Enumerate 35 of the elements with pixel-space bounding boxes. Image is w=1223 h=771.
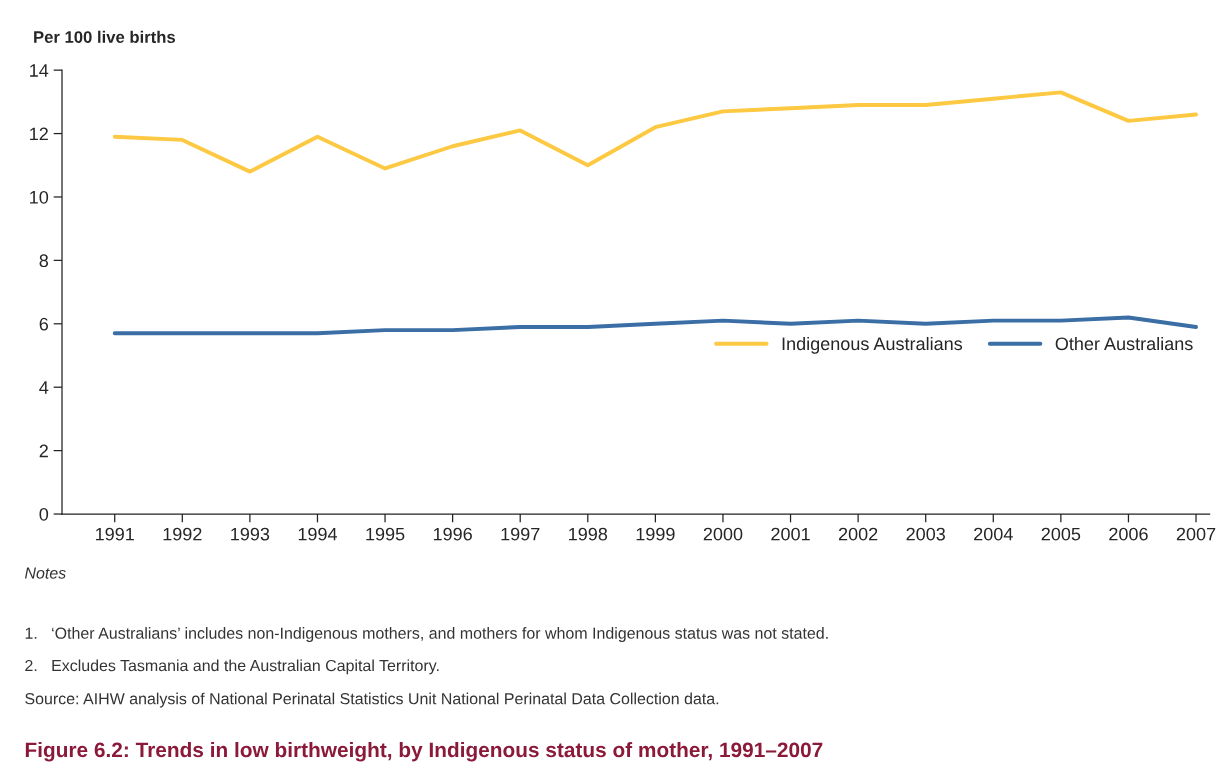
x-tick-label: 2000 [703, 527, 743, 541]
x-tick-label: 1996 [433, 527, 472, 541]
y-axis-title: Per 100 live births [34, 30, 176, 43]
x-tick-label: 1992 [163, 527, 202, 541]
x-tick-label: 1991 [96, 527, 134, 541]
x-tick-label: 2003 [906, 527, 945, 541]
source-note: Source: AIHW analysis of National Perinatal Statistics Unit National Perinatal Data Collection data. [25, 692, 719, 708]
text: 2. Excludes Tasmania and the Australian Capital Territory. [25, 659, 439, 675]
y-tick-label: 8 [39, 254, 49, 268]
x-tick-label: 2001 [771, 527, 810, 541]
x-tick-label: 1995 [366, 527, 405, 541]
line-series [112, 315, 1198, 336]
legend-label: Other Australians [1055, 336, 1193, 351]
y-tick-label: 6 [39, 317, 49, 331]
x-tick-label: 2007 [1176, 527, 1216, 541]
y-tick-label: 12 [30, 127, 48, 141]
text: Notes [24, 567, 66, 579]
y-tick-label: 0 [39, 507, 49, 521]
legend-label: Indigenous Australians [782, 336, 963, 354]
x-tick-label: 1993 [231, 527, 270, 541]
x-tick-label: 2005 [1041, 527, 1081, 541]
x-tick-label: 1997 [501, 527, 540, 541]
text: 1. ‘Other Australians’ includes non-Indigenous mothers, and mothers for whom Indigenous status was not stated. [25, 627, 828, 642]
y-tick-label: 10 [30, 190, 49, 204]
x-tick-label: 2002 [838, 527, 878, 541]
y-tick-label: 2 [39, 444, 48, 458]
y-tick-label: 4 [39, 381, 49, 394]
y-tick-label: 14 [30, 64, 49, 77]
x-tick-label: 1994 [298, 527, 338, 541]
x-tick-label: 1998 [569, 527, 608, 541]
x-tick-label: 2006 [1109, 527, 1148, 541]
x-tick-label: 1999 [636, 527, 675, 541]
x-tick-label: 2004 [974, 527, 1013, 541]
text: Figure 6.2: Trends in low birthweight, by Indigenous status of mother, 1991–2007 [25, 741, 823, 762]
line-series [112, 90, 1198, 174]
